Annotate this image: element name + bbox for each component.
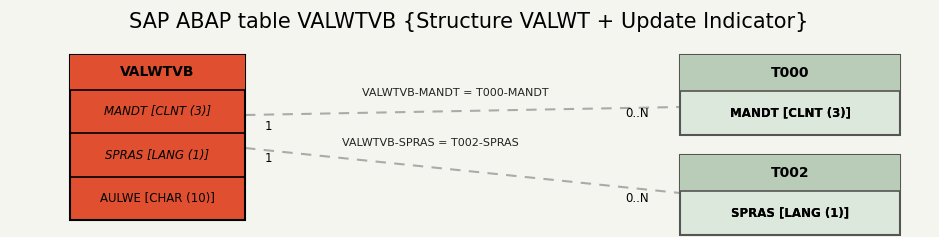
Text: SAP ABAP table VALWTVB {Structure VALWT + Update Indicator}: SAP ABAP table VALWTVB {Structure VALWT … [130,12,808,32]
Text: SPRAS [LANG (1)]: SPRAS [LANG (1)] [731,206,849,219]
Text: MANDT [CLNT (3)]: MANDT [CLNT (3)] [730,106,851,119]
Text: VALWTVB: VALWTVB [120,65,194,79]
Text: T000: T000 [771,66,809,80]
Text: VALWTVB-MANDT = T000-MANDT: VALWTVB-MANDT = T000-MANDT [362,88,548,98]
Text: SPRAS [LANG (1)]: SPRAS [LANG (1)] [105,149,209,161]
Bar [680,155,900,235]
Text: VALWTVB-SPRAS = T002-SPRAS: VALWTVB-SPRAS = T002-SPRAS [342,138,518,148]
Text: 0..N: 0..N [625,191,649,205]
Text: T002: T002 [771,166,809,180]
Text: 1: 1 [264,151,271,164]
Bar [70,55,245,90]
Text: 0..N: 0..N [625,106,649,119]
Bar [680,55,900,91]
Text: 1: 1 [264,119,271,132]
Bar [680,55,900,135]
Text: SPRAS [LANG (1)]: SPRAS [LANG (1)] [731,206,849,219]
Text: MANDT [CLNT (3)]: MANDT [CLNT (3)] [730,106,851,119]
Text: AULWE [CHAR (10)]: AULWE [CHAR (10)] [100,192,215,205]
Bar [70,55,245,220]
Text: MANDT [CLNT (3)]: MANDT [CLNT (3)] [104,105,211,118]
Bar [680,155,900,191]
